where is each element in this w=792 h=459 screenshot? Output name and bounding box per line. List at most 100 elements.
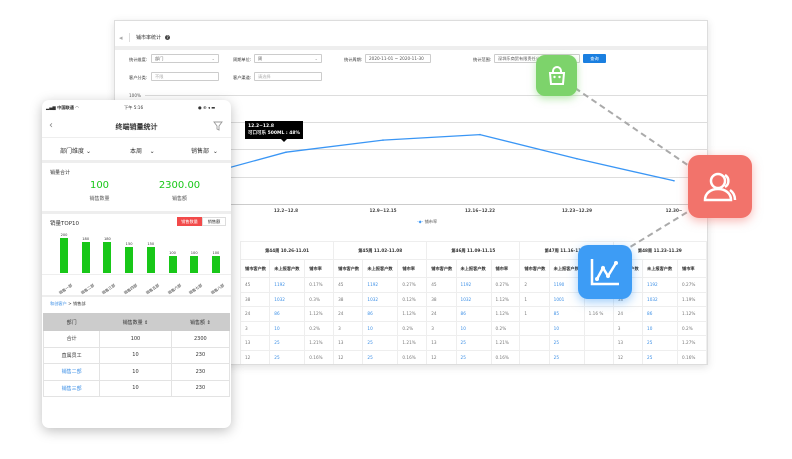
chart-tooltip: 12.2~12.8 可口可乐 500ML : 48%: [245, 121, 304, 142]
table-cell: 0.16%: [677, 349, 707, 364]
period-unit-label: 周期单位:: [233, 57, 252, 62]
bar-value-label: 100: [190, 250, 198, 255]
column-header: 部门: [42, 313, 101, 331]
filter-period[interactable]: 本周 ⌄: [130, 146, 155, 155]
bar[interactable]: [103, 241, 112, 273]
chevron-down-icon: ⌄: [211, 56, 215, 61]
table-cell[interactable]: 25: [362, 335, 399, 351]
filter-sales-dept[interactable]: 销售部 ⌄: [191, 146, 218, 155]
chevron-down-icon: ⌄: [85, 148, 91, 155]
table-cell: 45: [426, 277, 457, 293]
table-cell: 13: [239, 335, 271, 351]
data-point[interactable]: [285, 151, 287, 153]
header-separator: [115, 46, 707, 50]
data-point[interactable]: [382, 139, 384, 141]
legend-marker: -◆-: [417, 219, 424, 224]
table-header-row: 部门 销售数量 ⇕ 销售额 ⇕: [42, 313, 231, 331]
table-cell: 合计: [42, 330, 101, 348]
data-point[interactable]: [576, 158, 578, 160]
battery-icon: ● ⊕ ◂ ▬: [198, 105, 216, 110]
period-unit-select[interactable]: 周 ⌄: [254, 54, 322, 63]
table-cell: 2300: [170, 330, 231, 348]
customer-class-input[interactable]: 不限: [151, 72, 219, 81]
bar[interactable]: [125, 246, 134, 273]
x-axis: [231, 204, 707, 205]
series-line: [188, 133, 675, 182]
bar[interactable]: [60, 238, 68, 273]
gridline: [231, 177, 707, 178]
period-date-range[interactable]: 2020-11-01 ~ 2020-11-30: [365, 54, 431, 63]
table-cell[interactable]: 销售三部: [42, 379, 101, 397]
toggle-qty[interactable]: 销售数量: [177, 217, 202, 226]
customer-channel-input[interactable]: 请选择: [254, 72, 322, 81]
bar[interactable]: [211, 255, 220, 273]
table-cell[interactable]: 销售二部: [42, 363, 101, 381]
table-cell[interactable]: 25: [362, 349, 399, 364]
bar[interactable]: [146, 246, 155, 273]
x-axis: [42, 274, 231, 275]
line-chart-tile: [578, 245, 632, 299]
status-carrier: ▂▄▆ 中国联通 ◠: [46, 105, 79, 110]
top10-heading: 销量TOP10: [50, 221, 80, 227]
help-icon[interactable]: ?: [165, 34, 170, 40]
bar-value-label: 200: [60, 233, 68, 237]
column-header: 铺市客户数: [519, 259, 550, 278]
dimension-label: 统计维度:: [129, 57, 148, 62]
back-icon[interactable]: ‹: [49, 120, 53, 131]
table-cell: 230: [170, 379, 231, 397]
tooltip-title: 12.2~12.8: [248, 124, 274, 129]
period-value: 2020-11-01 ~ 2020-11-30: [369, 56, 424, 61]
bar-value-label: 150: [147, 241, 155, 246]
column-header: 未上报客户数: [642, 259, 679, 278]
shopping-bag-icon: [548, 65, 565, 85]
bar[interactable]: [190, 255, 199, 273]
tooltip-text: 可口可乐 500ML : 48%: [248, 131, 301, 136]
amount-label: 销售额: [171, 196, 187, 202]
table-row: 12 25 0.16% 12 25 0.16% 12 25 0.16% 25 12 25 0.16%: [239, 349, 707, 364]
table-row: 合计 100 2300: [42, 330, 231, 348]
table-cell: 12: [239, 349, 271, 364]
table-cell: 230: [170, 346, 231, 364]
column-header[interactable]: 销售数量 ⇕: [99, 313, 172, 331]
bar-value-label: 100: [169, 250, 176, 255]
scope-value: 深圳乐商贸有限责任公司: [498, 56, 545, 61]
table-cell[interactable]: 25: [269, 349, 306, 364]
chevron-down-icon: ⌄: [314, 56, 318, 61]
back-icon[interactable]: ◂: [119, 34, 123, 42]
filter-department[interactable]: 部门维度 ⌄: [60, 146, 91, 155]
table-row: 直属员工 10 230: [42, 346, 231, 364]
users-tile: [688, 155, 752, 218]
users-icon: [703, 172, 737, 201]
dimension-select[interactable]: 部门 ⌄: [151, 54, 219, 63]
table-cell: 230: [170, 363, 231, 381]
table-cell[interactable]: 25: [455, 349, 492, 364]
x-tick-label: 12.2~12.8: [273, 208, 299, 213]
gridline: [145, 95, 707, 96]
x-tick-label: 12.30~: [665, 208, 683, 213]
gridline: [231, 149, 707, 150]
chevron-down-icon: ⌄: [212, 148, 218, 155]
summary-heading: 销量合计: [50, 170, 71, 176]
breadcrumb-root[interactable]: 和创客户: [50, 301, 67, 306]
wifi-icon: ◠: [75, 105, 79, 110]
bar-value-label: 100: [212, 250, 220, 255]
toggle-amount[interactable]: 销售额: [202, 217, 226, 226]
table-cell[interactable]: 25: [642, 349, 679, 364]
column-header[interactable]: 销售额 ⇕: [170, 313, 231, 331]
data-point[interactable]: [479, 133, 481, 136]
table-cell: 12: [612, 349, 644, 364]
dashed-connector: [621, 207, 695, 253]
table-row: 销售二部 10 230: [42, 363, 231, 381]
amount-total: 2300.00: [158, 180, 201, 191]
bar[interactable]: [81, 241, 90, 273]
x-tick-label: 12.9~12.15: [369, 208, 397, 213]
gridline: [231, 122, 707, 123]
data-point[interactable]: [673, 180, 675, 182]
legend[interactable]: -◆- 铺市率: [417, 219, 437, 225]
filter-label: 销售部: [191, 148, 210, 155]
table-cell: 100: [99, 330, 172, 348]
filter-icon[interactable]: [213, 121, 223, 131]
bar[interactable]: [168, 255, 177, 273]
dashed-connector: [574, 87, 693, 169]
query-button[interactable]: 查询: [583, 54, 606, 63]
